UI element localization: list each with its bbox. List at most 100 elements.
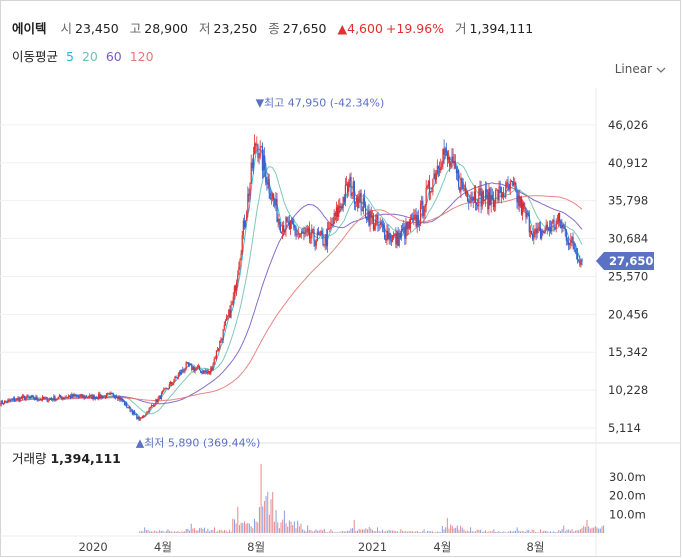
volume-bar (541, 531, 543, 533)
candle-body (534, 229, 536, 232)
candle-body (546, 224, 548, 229)
volume-bar (486, 531, 488, 533)
candle-body (176, 377, 178, 379)
candle-body (417, 215, 419, 226)
volume-bar (189, 530, 191, 533)
volume-bar (325, 531, 327, 533)
candle-body (289, 221, 292, 229)
candle-body (126, 402, 128, 408)
candle-body (188, 363, 191, 366)
volume-bar (235, 523, 237, 533)
candle-body (314, 240, 316, 246)
candle-body (76, 395, 78, 397)
volume-bar (167, 529, 169, 533)
candle-body (542, 231, 544, 233)
volume-bar (501, 532, 503, 533)
candle-body (80, 394, 82, 396)
candle-body (179, 372, 182, 374)
volume-bar (458, 529, 460, 533)
volume-bar (390, 530, 392, 533)
candle-body (414, 214, 416, 216)
volume-bar (513, 530, 515, 533)
candle-body (455, 168, 458, 174)
candle-body (243, 220, 246, 228)
volume-bar (268, 514, 270, 533)
volume-bar (411, 531, 413, 533)
candle-body (294, 227, 296, 230)
candle-body (19, 397, 21, 402)
candle-body (336, 207, 339, 217)
candle-body (399, 233, 401, 238)
candle-body (224, 320, 227, 326)
candle-body (431, 191, 433, 193)
candle-body (563, 227, 565, 228)
candle-body (68, 395, 71, 397)
volume-bar (391, 530, 393, 533)
volume-bar (362, 529, 364, 533)
volume-bar (370, 528, 372, 533)
volume-bar (599, 528, 601, 533)
ma-60-label[interactable]: 60 (105, 49, 122, 64)
ma-5-label[interactable]: 5 (66, 49, 74, 64)
candle-body (168, 384, 170, 389)
candle-body (567, 241, 570, 246)
volume-bar (360, 529, 362, 533)
candle-body (110, 393, 112, 394)
volume-bar (308, 530, 310, 533)
candle-body (174, 376, 176, 382)
volume-bar (583, 525, 585, 533)
volume-bar (566, 529, 568, 533)
candle-body (386, 230, 388, 241)
candle-body (468, 200, 470, 203)
candle-body (502, 193, 505, 197)
candle-body (508, 186, 510, 190)
candle-body (321, 230, 323, 235)
candle-body (295, 229, 297, 235)
scale-mode-dropdown[interactable]: Linear (615, 62, 652, 76)
candle-body (165, 388, 167, 389)
volume-bar (461, 527, 463, 533)
candle-body (250, 162, 252, 183)
volume-bar (162, 530, 164, 533)
candle-body (498, 186, 500, 201)
volume-bar (214, 527, 216, 533)
candle-body (98, 393, 100, 399)
candle-body (122, 401, 124, 402)
price-tick-label: 30,684 (608, 232, 648, 246)
candle-body (390, 240, 392, 242)
candle-body (36, 396, 38, 400)
volume-bar (533, 530, 535, 533)
candle-body (311, 229, 313, 238)
candle-body (258, 157, 260, 158)
volume-bar (510, 530, 512, 533)
volume-bar (415, 531, 417, 533)
candle-body (89, 395, 91, 398)
candle-body (74, 394, 76, 396)
candle-body (2, 403, 4, 405)
chevron-down-icon[interactable] (656, 66, 666, 74)
volume-bar (598, 528, 600, 533)
ma-20-label[interactable]: 20 (81, 49, 98, 64)
candle-body (480, 188, 482, 207)
volume-bar (421, 531, 423, 533)
candle-body (156, 399, 158, 403)
candle-body (550, 227, 552, 232)
candle-body (155, 399, 157, 405)
candle-body (120, 398, 122, 401)
volume-bar (152, 531, 154, 533)
candle-body (56, 398, 58, 400)
candle-body (164, 388, 166, 390)
candle-body (52, 399, 54, 401)
candle-body (194, 368, 196, 372)
candle-body (356, 198, 358, 203)
volume-bar (187, 528, 189, 533)
ma-120-label[interactable]: 120 (129, 49, 154, 64)
volume-bar (292, 525, 294, 533)
candle-body (519, 197, 521, 207)
candle-body (360, 193, 362, 211)
candle-body (186, 362, 188, 363)
candle-body (29, 397, 31, 399)
volume-bar (180, 531, 182, 533)
volume-bar (357, 530, 359, 533)
